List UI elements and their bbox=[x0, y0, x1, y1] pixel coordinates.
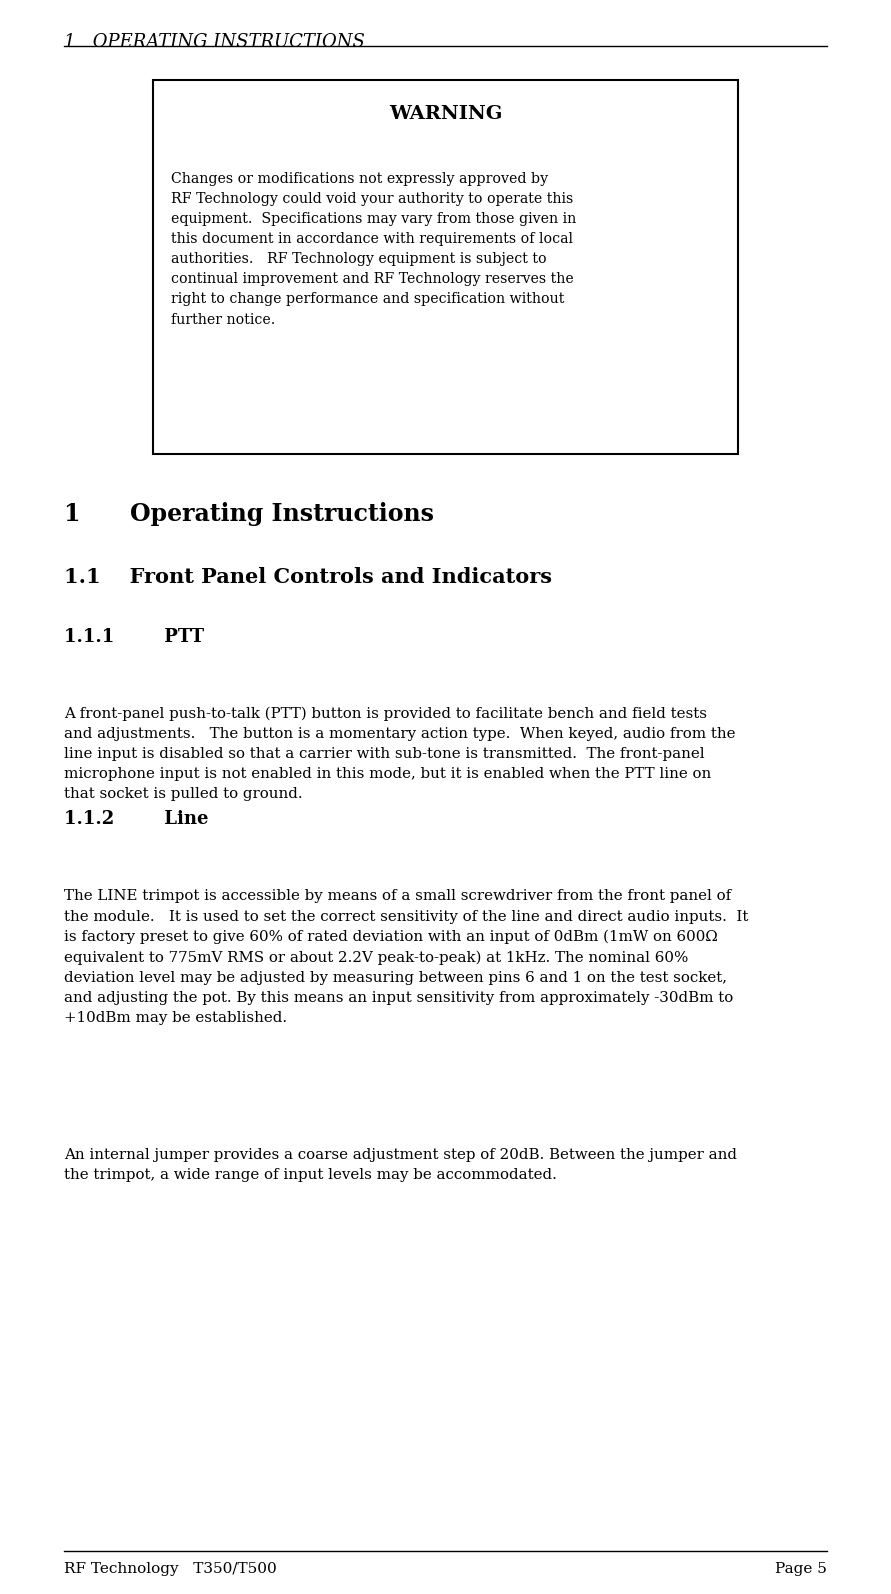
Text: 1.1.2        Line: 1.1.2 Line bbox=[64, 810, 208, 827]
Text: 1   OPERATING INSTRUCTIONS: 1 OPERATING INSTRUCTIONS bbox=[64, 33, 365, 51]
Text: A front-panel push-to-talk (PTT) button is provided to facilitate bench and fiel: A front-panel push-to-talk (PTT) button … bbox=[64, 706, 736, 800]
Text: RF Technology   T350/T500: RF Technology T350/T500 bbox=[64, 1562, 277, 1576]
Text: An internal jumper provides a coarse adjustment step of 20dB. Between the jumper: An internal jumper provides a coarse adj… bbox=[64, 1148, 737, 1181]
Text: 1.1.1        PTT: 1.1.1 PTT bbox=[64, 628, 204, 646]
Text: Changes or modifications not expressly approved by
RF Technology could void your: Changes or modifications not expressly a… bbox=[171, 172, 576, 327]
Text: Page 5: Page 5 bbox=[775, 1562, 827, 1576]
Text: WARNING: WARNING bbox=[388, 105, 503, 123]
Text: The LINE trimpot is accessible by means of a small screwdriver from the front pa: The LINE trimpot is accessible by means … bbox=[64, 889, 748, 1025]
Text: 1      Operating Instructions: 1 Operating Instructions bbox=[64, 502, 434, 526]
FancyBboxPatch shape bbox=[153, 80, 738, 454]
Text: 1.1    Front Panel Controls and Indicators: 1.1 Front Panel Controls and Indicators bbox=[64, 567, 552, 588]
